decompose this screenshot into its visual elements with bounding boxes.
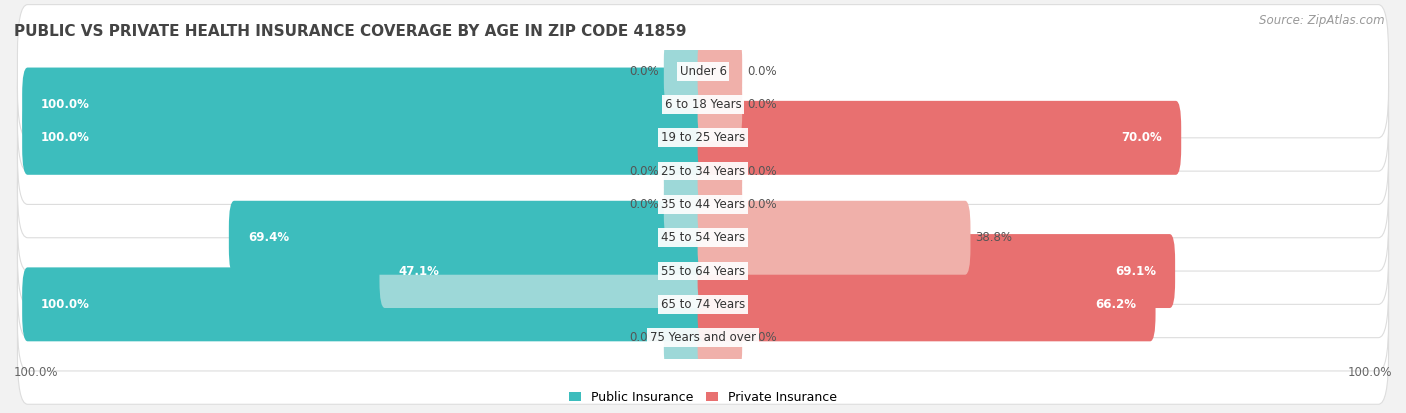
Text: Source: ZipAtlas.com: Source: ZipAtlas.com xyxy=(1260,14,1385,27)
FancyBboxPatch shape xyxy=(697,101,1181,175)
FancyBboxPatch shape xyxy=(697,134,742,208)
FancyBboxPatch shape xyxy=(697,68,742,142)
Text: 100.0%: 100.0% xyxy=(1347,366,1392,379)
Text: 70.0%: 70.0% xyxy=(1122,131,1163,144)
Legend: Public Insurance, Private Insurance: Public Insurance, Private Insurance xyxy=(564,386,842,409)
Text: 0.0%: 0.0% xyxy=(747,165,776,178)
Text: 35 to 44 Years: 35 to 44 Years xyxy=(661,198,745,211)
FancyBboxPatch shape xyxy=(664,34,709,108)
FancyBboxPatch shape xyxy=(380,234,709,308)
Text: 47.1%: 47.1% xyxy=(398,265,439,278)
Text: 75 Years and over: 75 Years and over xyxy=(650,331,756,344)
FancyBboxPatch shape xyxy=(697,167,742,242)
Text: 0.0%: 0.0% xyxy=(747,198,776,211)
Text: 0.0%: 0.0% xyxy=(747,331,776,344)
Text: 69.1%: 69.1% xyxy=(1115,265,1156,278)
Text: 66.2%: 66.2% xyxy=(1095,298,1136,311)
FancyBboxPatch shape xyxy=(17,71,1389,204)
FancyBboxPatch shape xyxy=(22,267,709,341)
Text: 100.0%: 100.0% xyxy=(41,131,90,144)
FancyBboxPatch shape xyxy=(17,104,1389,238)
FancyBboxPatch shape xyxy=(17,38,1389,171)
Text: 0.0%: 0.0% xyxy=(630,331,659,344)
FancyBboxPatch shape xyxy=(17,238,1389,371)
Text: 65 to 74 Years: 65 to 74 Years xyxy=(661,298,745,311)
Text: Under 6: Under 6 xyxy=(679,65,727,78)
FancyBboxPatch shape xyxy=(22,101,709,175)
Text: 0.0%: 0.0% xyxy=(747,98,776,111)
Text: 6 to 18 Years: 6 to 18 Years xyxy=(665,98,741,111)
FancyBboxPatch shape xyxy=(664,301,709,375)
Text: 38.8%: 38.8% xyxy=(976,231,1012,244)
FancyBboxPatch shape xyxy=(697,301,742,375)
FancyBboxPatch shape xyxy=(697,234,1175,308)
FancyBboxPatch shape xyxy=(664,134,709,208)
Text: 19 to 25 Years: 19 to 25 Years xyxy=(661,131,745,144)
FancyBboxPatch shape xyxy=(697,267,1156,341)
Text: 100.0%: 100.0% xyxy=(41,98,90,111)
Text: 100.0%: 100.0% xyxy=(41,298,90,311)
Text: 25 to 34 Years: 25 to 34 Years xyxy=(661,165,745,178)
Text: 55 to 64 Years: 55 to 64 Years xyxy=(661,265,745,278)
Text: 0.0%: 0.0% xyxy=(630,65,659,78)
FancyBboxPatch shape xyxy=(17,5,1389,138)
Text: 45 to 54 Years: 45 to 54 Years xyxy=(661,231,745,244)
FancyBboxPatch shape xyxy=(229,201,709,275)
FancyBboxPatch shape xyxy=(17,171,1389,304)
FancyBboxPatch shape xyxy=(22,68,709,142)
FancyBboxPatch shape xyxy=(17,271,1389,404)
Text: 69.4%: 69.4% xyxy=(247,231,288,244)
Text: 0.0%: 0.0% xyxy=(747,65,776,78)
Text: PUBLIC VS PRIVATE HEALTH INSURANCE COVERAGE BY AGE IN ZIP CODE 41859: PUBLIC VS PRIVATE HEALTH INSURANCE COVER… xyxy=(14,24,686,39)
FancyBboxPatch shape xyxy=(664,167,709,242)
FancyBboxPatch shape xyxy=(17,138,1389,271)
Text: 0.0%: 0.0% xyxy=(630,165,659,178)
FancyBboxPatch shape xyxy=(17,204,1389,338)
Text: 0.0%: 0.0% xyxy=(630,198,659,211)
FancyBboxPatch shape xyxy=(697,34,742,108)
FancyBboxPatch shape xyxy=(697,201,970,275)
Text: 100.0%: 100.0% xyxy=(14,366,59,379)
